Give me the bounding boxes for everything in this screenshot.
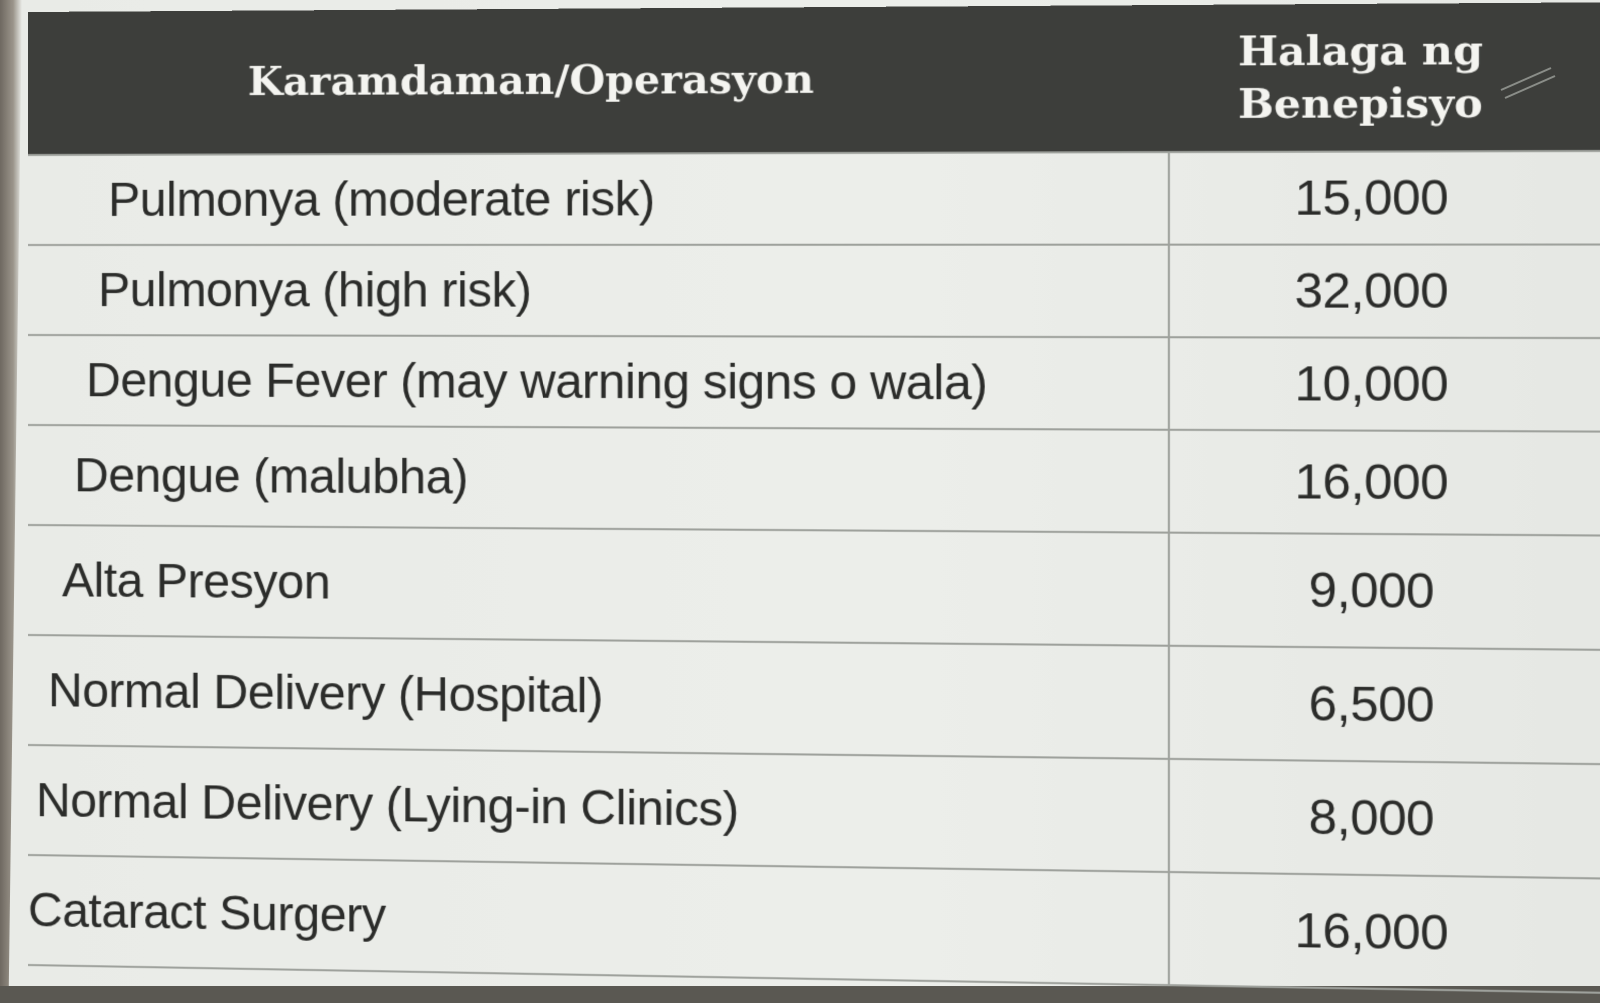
row-name: Pulmonya (high risk) [28,244,1169,338]
row-name: Cataract Surgery [28,855,1169,986]
row-amount: 32,000 [1168,244,1600,339]
row-amount: 15,000 [1168,150,1600,245]
row-name: Dengue (malubha) [28,425,1169,533]
header-row: Karamdaman/Operasyon Halaga ng Benepisyo [28,2,1600,155]
table-body: Pulmonya (moderate risk) 15,000 Pulmonya… [28,150,1600,994]
table-row: Pulmonya (moderate risk) 15,000 [28,150,1600,245]
row-amount: 16,000 [1168,872,1600,994]
table-row: Pulmonya (high risk) 32,000 [28,244,1600,339]
benefits-table: Karamdaman/Operasyon Halaga ng Benepisyo… [28,2,1600,994]
table-header: Karamdaman/Operasyon Halaga ng Benepisyo [28,2,1600,155]
row-name: Dengue Fever (may warning signs o wala) [28,335,1169,430]
row-amount: 8,000 [1168,758,1600,879]
benefits-table-container: Karamdaman/Operasyon Halaga ng Benepisyo… [28,2,1600,1003]
pen-tick-mark [1500,67,1556,99]
row-name: Normal Delivery (Lying-in Clinics) [28,745,1169,873]
table-row: Dengue Fever (may warning signs o wala) … [28,335,1600,432]
row-amount: 16,000 [1168,429,1600,536]
header-benefit-line2: Benepisyo [1238,78,1483,129]
row-amount: 9,000 [1168,532,1600,650]
header-benefit-line1: Halaga ng [1237,25,1483,76]
row-name: Alta Presyon [28,525,1169,646]
row-name: Pulmonya (moderate risk) [28,152,1169,245]
table-row: Cataract Surgery 16,000 [28,855,1600,994]
table-row: Normal Delivery (Hospital) 6,500 [28,635,1600,765]
table-row: Dengue (malubha) 16,000 [28,425,1600,536]
header-illness-operation: Karamdaman/Operasyon [28,5,1169,155]
row-amount: 10,000 [1168,337,1600,432]
row-name: Normal Delivery (Hospital) [28,635,1169,759]
table-row: Alta Presyon 9,000 [28,525,1600,650]
row-amount: 6,500 [1168,645,1600,765]
